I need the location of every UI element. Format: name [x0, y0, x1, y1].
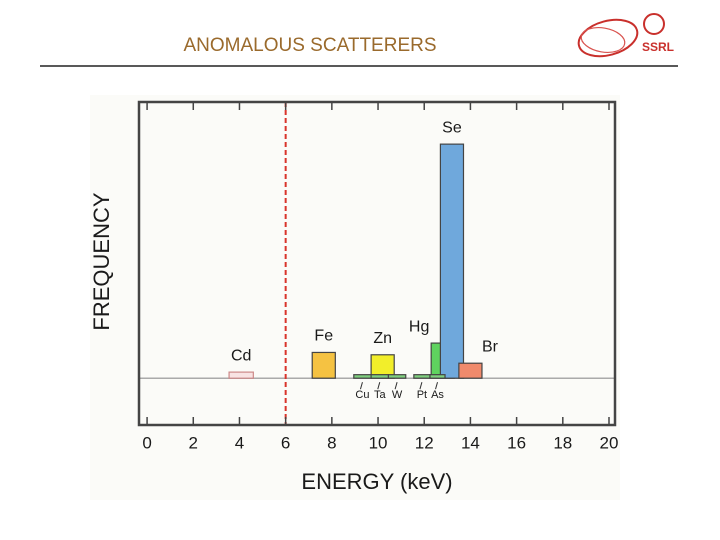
- bar-label: Cd: [231, 347, 251, 364]
- bar-label: Pt: [417, 389, 427, 401]
- bar: [353, 374, 372, 379]
- x-tick-label: 2: [189, 433, 198, 452]
- bar: [413, 374, 431, 379]
- logo-text: SSRL: [642, 40, 674, 54]
- bar: [228, 371, 254, 379]
- slide-title: ANOMALOUS SCATTERERS: [183, 35, 436, 56]
- y-axis-label: FREQUENCY: [89, 192, 114, 330]
- x-tick-label: 4: [235, 433, 244, 452]
- x-tick-label: 16: [507, 433, 526, 452]
- bar: [429, 374, 446, 379]
- label-leader: [377, 382, 381, 390]
- bar-label: As: [431, 389, 444, 401]
- x-tick-label: 12: [415, 433, 434, 452]
- bar: [439, 143, 465, 379]
- bar-label: Hg: [409, 318, 429, 335]
- x-tick-label: 8: [327, 433, 336, 452]
- label-leader: [359, 382, 363, 390]
- x-tick-label: 14: [461, 433, 480, 452]
- x-tick-label: 10: [369, 433, 388, 452]
- plot-frame: [137, 100, 617, 427]
- x-axis-label: ENERGY (keV): [301, 469, 452, 494]
- bar-label: W: [392, 389, 403, 401]
- x-tick-label: 6: [281, 433, 290, 452]
- bar: [311, 351, 336, 379]
- bar-label: Se: [442, 119, 462, 136]
- x-tick-label: 20: [600, 433, 619, 452]
- bar: [458, 362, 483, 379]
- bar-label: Ta: [374, 389, 387, 401]
- bar-label: Zn: [373, 330, 392, 347]
- bar: [370, 374, 390, 379]
- bar-label: Br: [482, 338, 499, 355]
- x-tick-label: 18: [553, 433, 572, 452]
- bar: [387, 374, 407, 379]
- label-leader: [419, 382, 423, 390]
- logo: SSRL: [577, 13, 674, 58]
- chart-background: [90, 95, 620, 500]
- label-leader: [394, 382, 398, 390]
- x-tick-label: 0: [142, 433, 151, 452]
- bar-label: Cu: [355, 389, 369, 401]
- label-leader: [435, 382, 438, 390]
- bar-label: Fe: [314, 328, 333, 345]
